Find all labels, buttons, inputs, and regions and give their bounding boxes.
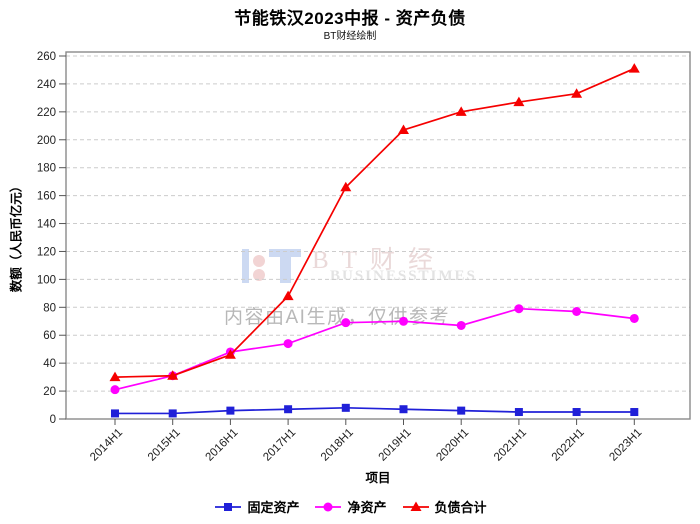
y-tick-label: 260 — [37, 51, 56, 63]
marker-fixed-assets — [399, 405, 408, 414]
chart-subtitle: BT财经绘制 — [323, 31, 377, 42]
marker-net-assets — [572, 306, 582, 316]
y-tick-label: 60 — [43, 330, 56, 342]
y-tick-label: 160 — [37, 191, 56, 203]
legend-marker-fixed-assets — [224, 502, 233, 511]
marker-net-assets — [110, 385, 120, 395]
marker-total-liabilities — [398, 124, 409, 134]
plot-border — [65, 51, 691, 420]
marker-total-liabilities — [513, 96, 525, 107]
series-line-fixed-assets — [115, 406, 635, 415]
marker-net-assets — [341, 318, 351, 328]
y-tick-label: 140 — [37, 219, 56, 231]
x-axis-title: 项目 — [365, 471, 391, 485]
x-tick-label: 2015H1 — [146, 427, 183, 464]
x-tick-label: 2018H1 — [319, 427, 356, 464]
marker-net-assets — [399, 316, 408, 326]
marker-fixed-assets — [168, 409, 177, 418]
marker-total-liabilities — [455, 106, 467, 116]
legend-marker-triangle-icon — [402, 501, 429, 511]
ai-notice-watermark: 内容由AI生成，仅供参考 — [224, 307, 450, 328]
marker-total-liabilities — [224, 349, 236, 359]
x-tick-label: 2022H1 — [550, 427, 587, 464]
marker-fixed-assets — [457, 406, 466, 415]
x-tick-label: 2014H1 — [88, 427, 125, 464]
marker-fixed-assets — [630, 408, 639, 417]
y-tick-label: 20 — [43, 386, 56, 398]
series-net-assets — [110, 304, 639, 395]
y-tick-label: 200 — [37, 135, 56, 147]
x-tick-label: 2023H1 — [607, 427, 644, 464]
brand-watermark-en: BUSINESSTIMES — [330, 268, 477, 284]
y-tick-label: 80 — [43, 302, 56, 314]
series-total-liabilities — [109, 63, 640, 382]
marker-fixed-assets — [514, 408, 523, 417]
series-line-net-assets — [114, 307, 635, 391]
y-tick-label: 100 — [37, 274, 56, 286]
legend-marker-circle-icon — [315, 502, 342, 511]
marker-total-liabilities — [167, 370, 179, 380]
legend-label: 净资产 — [347, 500, 387, 515]
y-axis-title: 数额（人民币亿元） — [9, 179, 24, 293]
marker-fixed-assets — [572, 408, 581, 417]
legend: 固定资产 净资产 负债合计 — [0, 497, 700, 516]
marker-total-liabilities — [282, 290, 294, 301]
marker-net-assets — [514, 304, 524, 314]
y-tick-label: 40 — [43, 358, 56, 370]
y-tick-label: 220 — [37, 107, 56, 119]
y-tick-label: 120 — [37, 246, 56, 258]
legend-item-fixed-assets: 固定资产 — [213, 497, 299, 516]
legend-label: 负债合计 — [434, 500, 487, 515]
legend-item-net-assets: 净资产 — [313, 497, 387, 516]
marker-fixed-assets — [341, 403, 350, 412]
y-tick-label: 0 — [50, 414, 56, 426]
x-tick-label: 2016H1 — [204, 427, 241, 464]
legend-item-total-liabilities: 负债合计 — [401, 497, 487, 516]
x-tick-label: 2019H1 — [377, 427, 414, 464]
marker-net-assets — [456, 320, 466, 330]
legend-marker-net-assets — [323, 502, 333, 511]
legend-label: 固定资产 — [247, 500, 300, 515]
marker-total-liabilities — [340, 181, 352, 192]
marker-net-assets — [629, 313, 639, 323]
marker-total-liabilities — [628, 63, 640, 73]
legend-marker-square-icon — [215, 502, 242, 511]
y-tick-label: 240 — [37, 79, 56, 91]
marker-fixed-assets — [226, 406, 235, 415]
x-tick-label: 2017H1 — [261, 427, 298, 464]
series-fixed-assets — [111, 403, 639, 418]
series-line-total-liabilities — [114, 67, 635, 378]
marker-total-liabilities — [109, 371, 121, 382]
chart-title: 节能铁汉2023中报 - 资产负债 — [234, 9, 466, 28]
y-tick-label: 180 — [37, 163, 56, 175]
marker-fixed-assets — [284, 405, 293, 414]
x-tick-label: 2020H1 — [434, 427, 471, 464]
marker-net-assets — [283, 339, 293, 349]
x-tick-label: 2021H1 — [492, 427, 529, 464]
marker-total-liabilities — [571, 88, 583, 98]
marker-fixed-assets — [111, 409, 119, 418]
legend-marker-total-liabilities — [410, 501, 421, 511]
bt-logo-watermark-icon — [242, 246, 304, 293]
